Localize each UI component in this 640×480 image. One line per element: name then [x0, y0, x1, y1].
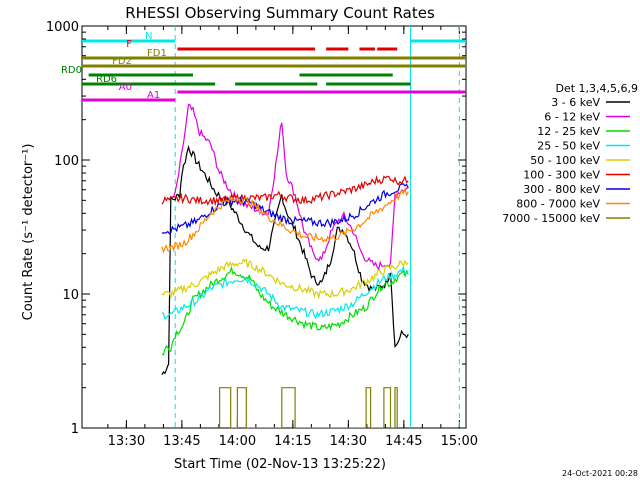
y-tick-label: 1 — [71, 422, 79, 437]
series-line-3 — [161, 265, 409, 320]
series-line-6 — [161, 183, 409, 235]
x-axis-label: Start Time (02-Nov-13 13:25:22) — [174, 457, 386, 472]
chart-title: RHESSI Observing Summary Count Rates — [125, 4, 435, 22]
legend-label: 3 - 6 keV — [551, 96, 600, 109]
x-tick-label: 14:30 — [330, 434, 367, 449]
legend-label: 800 - 7000 keV — [516, 198, 600, 211]
plot-layer: 13:30 13:45 14:00 14:15 14:30 14:45 15:00 1 10 10… — [46, 20, 478, 449]
flag-label-fd2: FD2 — [112, 56, 132, 67]
legend-label: 25 - 50 keV — [537, 140, 600, 153]
y-tick-label: 100 — [54, 154, 79, 169]
series-line-7 — [161, 186, 409, 254]
x-tick-label: 14:45 — [385, 434, 422, 449]
legend-title: Det 1,3,4,5,6,9 — [555, 82, 638, 95]
legend-label: 50 - 100 keV — [530, 154, 600, 167]
flag-label-n: N — [145, 31, 152, 42]
legend-label: 7000 - 15000 keV — [502, 212, 600, 225]
series-line-8 — [219, 387, 398, 428]
series-line-2 — [161, 265, 409, 356]
x-tick-label: 15:00 — [441, 434, 478, 449]
legend-label: 300 - 800 keV — [523, 183, 600, 196]
flag-label-f: F — [126, 39, 132, 50]
flag-label-a0: A0 — [119, 82, 132, 93]
series-line-1 — [170, 103, 409, 271]
flag-label-rd0: RD0 — [61, 65, 82, 76]
legend-label: 12 - 25 keV — [537, 125, 600, 138]
y-axis-label: Count Rate (s⁻¹ detector⁻¹) — [21, 144, 36, 321]
x-tick-label: 13:30 — [108, 434, 145, 449]
series-group — [161, 103, 409, 428]
series-line-5 — [161, 174, 409, 207]
x-tick-label: 13:45 — [163, 434, 200, 449]
timestamp: 24-Oct-2021 00:28 — [562, 469, 638, 478]
x-tick-label: 14:00 — [219, 434, 256, 449]
series-line-4 — [161, 258, 409, 300]
plot-frame — [81, 25, 467, 429]
y-tick-label: 1000 — [46, 20, 79, 35]
legend-label: 6 - 12 keV — [544, 111, 600, 124]
x-tick-label: 14:15 — [274, 434, 311, 449]
flag-label-a1: A1 — [147, 90, 160, 101]
legend-label: 100 - 300 keV — [523, 169, 600, 182]
flag-label-fd1: FD1 — [147, 48, 167, 59]
y-tick-label: 10 — [62, 288, 79, 303]
flag-label-rd6: RD6 — [96, 74, 117, 85]
